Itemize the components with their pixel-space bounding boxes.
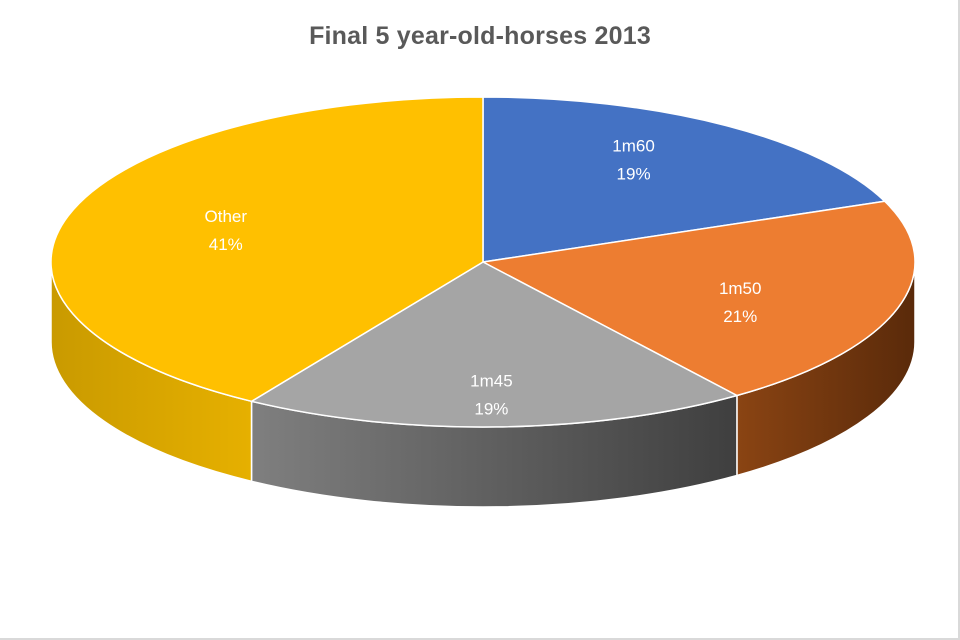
data-label-value-other: 41% xyxy=(209,235,243,254)
data-label-category-1m50: 1m50 xyxy=(719,279,762,298)
pie-slice-other xyxy=(50,96,484,403)
data-label-category-1m60: 1m60 xyxy=(612,137,655,156)
pie-slice-1m50 xyxy=(482,200,916,397)
data-label-value-1m60: 19% xyxy=(617,165,651,184)
data-label-category-1m45: 1m45 xyxy=(470,372,513,391)
data-label-category-other: Other xyxy=(205,207,248,226)
data-label-value-1m50: 21% xyxy=(723,307,757,326)
chart-title: Final 5 year-old-horses 2013 xyxy=(309,22,651,50)
pie-slice-1m45 xyxy=(250,261,738,428)
pie-slice-1m60 xyxy=(482,96,886,263)
data-label-value-1m45: 19% xyxy=(474,400,508,419)
